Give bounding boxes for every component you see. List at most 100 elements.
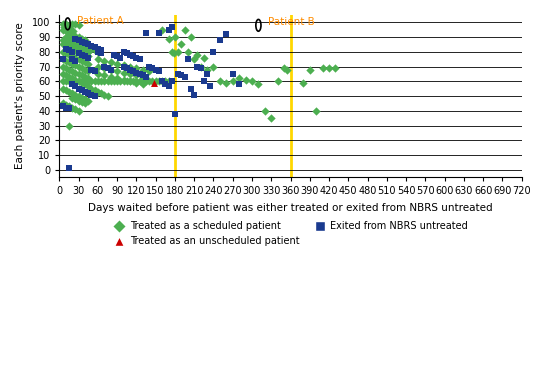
Point bbox=[199, 55, 208, 61]
Point bbox=[81, 96, 90, 102]
Point bbox=[119, 77, 128, 83]
Point bbox=[71, 47, 80, 53]
Point bbox=[84, 98, 93, 104]
Point bbox=[81, 37, 90, 43]
Point bbox=[64, 66, 73, 73]
Point bbox=[64, 165, 73, 172]
Point bbox=[193, 52, 202, 58]
Point bbox=[81, 40, 90, 46]
Point bbox=[141, 74, 150, 80]
Point bbox=[155, 30, 163, 36]
Point bbox=[254, 81, 263, 87]
Point bbox=[169, 50, 178, 57]
Point bbox=[122, 78, 131, 85]
Point bbox=[58, 100, 67, 106]
Point bbox=[151, 66, 160, 73]
Point bbox=[78, 46, 86, 52]
Point bbox=[183, 49, 192, 55]
Point bbox=[58, 56, 67, 62]
Point bbox=[155, 78, 163, 85]
Point bbox=[71, 92, 80, 98]
Point bbox=[58, 86, 67, 92]
Point bbox=[132, 69, 141, 76]
Point bbox=[168, 24, 176, 30]
Point bbox=[110, 78, 118, 85]
Point bbox=[64, 40, 73, 46]
Point bbox=[63, 25, 72, 31]
Point bbox=[64, 78, 73, 85]
Point bbox=[145, 64, 153, 70]
Point bbox=[81, 100, 90, 106]
Point bbox=[64, 52, 73, 58]
Point bbox=[84, 83, 93, 89]
Point bbox=[58, 56, 67, 62]
Point bbox=[139, 81, 147, 87]
Point bbox=[71, 77, 80, 83]
Point bbox=[74, 93, 83, 99]
Point bbox=[90, 93, 99, 99]
Text: Patient B: Patient B bbox=[268, 18, 315, 27]
Point bbox=[68, 105, 76, 111]
Point bbox=[113, 78, 122, 85]
Point bbox=[100, 92, 109, 98]
Point bbox=[209, 49, 218, 55]
Point bbox=[139, 74, 147, 80]
Point bbox=[87, 66, 96, 73]
Point bbox=[209, 64, 218, 70]
Point bbox=[126, 78, 134, 85]
Point bbox=[155, 68, 163, 74]
Point bbox=[103, 93, 112, 99]
Point bbox=[93, 78, 102, 85]
Point bbox=[180, 27, 189, 33]
Point bbox=[71, 62, 80, 68]
Point bbox=[183, 56, 192, 62]
Point bbox=[193, 64, 202, 70]
Point bbox=[90, 87, 99, 93]
Point bbox=[170, 111, 179, 117]
Point bbox=[93, 71, 102, 77]
Point bbox=[84, 49, 93, 55]
Point bbox=[68, 56, 76, 62]
Point bbox=[331, 65, 340, 71]
Point bbox=[148, 78, 157, 85]
Point bbox=[81, 81, 90, 87]
Point bbox=[84, 68, 93, 74]
Point bbox=[318, 65, 327, 71]
Point bbox=[78, 39, 86, 45]
Point bbox=[241, 77, 250, 83]
Point bbox=[151, 78, 160, 85]
Point bbox=[78, 99, 86, 105]
Point bbox=[71, 58, 80, 64]
Legend: Treated as a scheduled patient, Treated as an unscheduled patient, Exited from N: Treated as a scheduled patient, Treated … bbox=[109, 218, 472, 250]
Point bbox=[74, 64, 83, 70]
Point bbox=[81, 74, 90, 80]
Point bbox=[84, 90, 93, 96]
Point bbox=[74, 49, 83, 55]
Point bbox=[141, 78, 150, 85]
Point bbox=[148, 65, 157, 71]
Point bbox=[71, 35, 80, 42]
Point bbox=[64, 122, 73, 129]
Point bbox=[64, 47, 73, 53]
Point bbox=[97, 78, 105, 85]
Point bbox=[81, 89, 90, 95]
Point bbox=[87, 46, 96, 52]
Point bbox=[64, 74, 73, 80]
Point bbox=[106, 59, 115, 65]
Point bbox=[110, 52, 118, 58]
Point bbox=[113, 53, 122, 59]
Point bbox=[132, 80, 141, 86]
Point bbox=[61, 87, 70, 93]
Point bbox=[267, 115, 276, 121]
Point bbox=[58, 21, 67, 27]
Point bbox=[68, 53, 76, 59]
Point bbox=[61, 34, 70, 40]
Point bbox=[126, 64, 134, 70]
Point bbox=[145, 68, 153, 74]
Point bbox=[132, 72, 141, 78]
Point bbox=[58, 71, 67, 77]
Point bbox=[132, 65, 141, 71]
Point bbox=[58, 41, 67, 48]
Point bbox=[61, 43, 70, 49]
Point bbox=[61, 78, 70, 85]
